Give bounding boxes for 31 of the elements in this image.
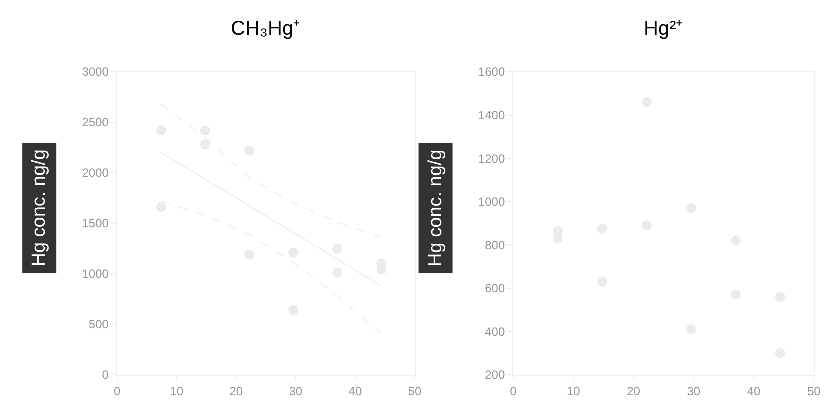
y-tick-label: 3000 (82, 65, 110, 80)
x-tick-label: 20 (627, 384, 641, 398)
y-tick-label: 800 (485, 238, 506, 252)
y-tick-label: 0 (102, 368, 110, 382)
y-axis-title: Hg conc. ng/g (29, 150, 50, 267)
y-tick-label: 1000 (478, 195, 506, 210)
y-tick-label: 1400 (478, 108, 506, 122)
y-tick-label: 400 (485, 324, 506, 339)
x-tick-label: 40 (348, 384, 362, 398)
x-tick-label: 20 (230, 384, 244, 398)
y-axis-title: Hg conc. ng/g (425, 150, 446, 267)
x-tick-label: 0 (114, 384, 121, 398)
chart-title: CH₃Hg⁺ (231, 18, 301, 40)
x-tick-label: 50 (807, 384, 822, 398)
y-tick-label: 1200 (478, 152, 506, 166)
y-tick-label: 600 (485, 282, 506, 296)
y-tick-label: 1000 (82, 267, 110, 282)
chart-title: Hg²⁺ (644, 18, 684, 40)
x-tick-label: 40 (747, 384, 762, 398)
x-tick-label: 0 (510, 384, 518, 398)
y-tick-label: 1600 (478, 65, 506, 80)
y-tick-label: 200 (485, 368, 506, 382)
x-tick-label: 30 (687, 384, 701, 398)
x-tick-label: 30 (289, 384, 303, 398)
y-tick-label: 2500 (82, 116, 110, 130)
y-tick-label: 2000 (82, 166, 110, 180)
y-tick-label: 1500 (82, 216, 110, 231)
x-tick-label: 10 (170, 384, 184, 398)
y-tick-label: 500 (88, 318, 110, 332)
x-tick-label: 50 (408, 384, 422, 398)
x-tick-label: 10 (566, 384, 581, 398)
